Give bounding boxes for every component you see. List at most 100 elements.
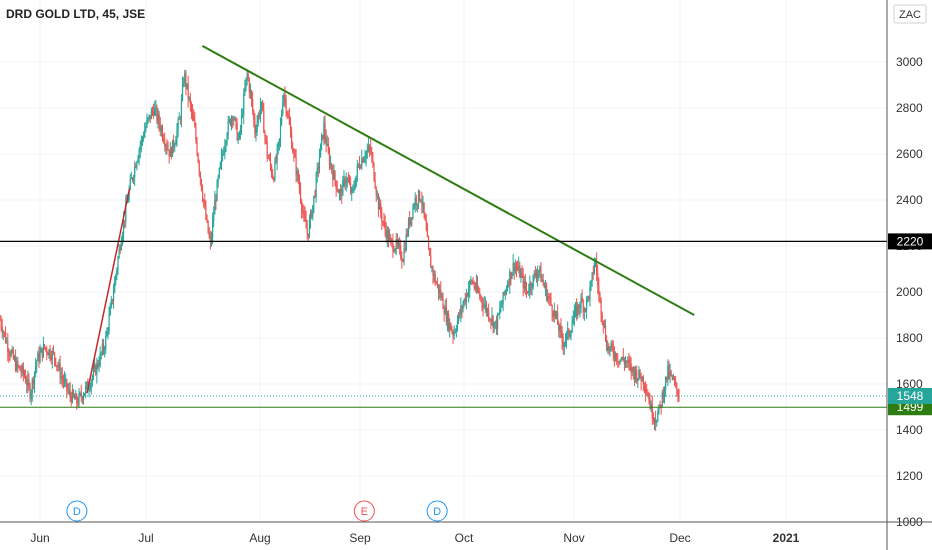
candle-body [321,134,323,144]
candle-body [457,313,460,321]
candle-body [10,351,12,356]
candle-body [613,354,616,359]
candle-body [446,314,449,323]
candle-body [592,272,594,274]
candle-body [506,284,509,290]
candle-body [170,148,173,157]
candle-body [35,365,37,373]
candle-body [511,273,513,279]
candle-body [441,296,443,298]
candle-body [30,392,32,399]
candle-body [314,195,316,197]
candle-body [663,389,666,398]
candle-body [235,117,237,123]
candle-body [225,141,227,147]
candles [0,69,680,431]
candle-body [204,202,206,207]
candle-body [383,221,385,223]
candle-body [326,144,328,146]
y-tick-label: 1400 [896,423,923,437]
candle-body [514,266,516,271]
candle-body [406,233,408,235]
candle-body [151,110,154,112]
dividend-event-marker[interactable]: D [66,500,88,522]
candle-body [540,267,542,282]
candle-body [108,315,110,331]
candle-body [502,292,504,304]
candle-body [185,72,187,87]
candle-body [196,140,198,155]
dividend-event-marker[interactable]: D [426,500,448,522]
candle-body [198,161,200,173]
candle-body [236,122,238,140]
candle-body [610,343,612,348]
candle-body [275,160,277,162]
candle-body [578,304,580,309]
earnings-event-marker[interactable]: E [353,500,375,522]
candle-body [209,237,211,242]
candle-body [85,385,87,394]
candle-body [201,189,204,200]
candle-body [288,116,291,125]
candle-body [104,349,106,351]
candle-body [158,114,160,125]
candle-body [250,90,253,100]
trendline [201,45,695,316]
candle-body [501,303,503,308]
candle-body [553,310,555,318]
candle-body [555,312,558,316]
candle-body [23,373,26,377]
candle-body [480,296,482,298]
candle-body [537,272,539,278]
candle-body [329,163,332,166]
candle-body [21,366,23,373]
candle-body [409,218,411,225]
candle-body [107,330,109,332]
candle-body [190,104,193,112]
candle-body [253,111,255,120]
candle-body [362,158,364,163]
candle-body [603,325,606,327]
candle-body [29,385,31,399]
candle-body [456,320,459,330]
x-tick-label: Nov [563,531,584,545]
candle-body [52,350,55,353]
candle-body [187,83,189,99]
candle-body [98,364,100,367]
red-trendline [86,188,131,394]
candle-body [317,167,319,169]
candle-body [165,145,167,147]
candle-body [149,115,151,120]
candle-body [324,123,326,137]
candle-body [657,412,659,422]
candle-body [385,229,387,239]
candle-body [668,365,670,377]
candle-body [159,124,161,131]
candle-body [307,233,309,237]
candle-body [228,119,230,121]
candle-body [213,214,215,221]
candle-body [276,147,278,162]
candle-body [614,353,617,359]
candle-body [568,328,570,337]
candle-body [354,186,356,189]
candle-body [422,202,424,205]
candle-body [127,199,129,203]
candle-body [423,202,425,215]
candle-body [675,382,677,384]
candle-body [469,281,471,290]
currency-badge[interactable]: ZAC [893,4,927,24]
candle-body [460,306,462,315]
candle-body [649,400,651,409]
candle-body [624,361,627,364]
candle-body [212,220,214,238]
candle-body [391,239,393,241]
candle-body [18,366,20,368]
candle-body [294,153,296,158]
candle-body [118,248,120,258]
candle-body [56,365,58,367]
candle-body [397,243,400,245]
candle-body [22,366,24,374]
candle-body [643,384,646,388]
